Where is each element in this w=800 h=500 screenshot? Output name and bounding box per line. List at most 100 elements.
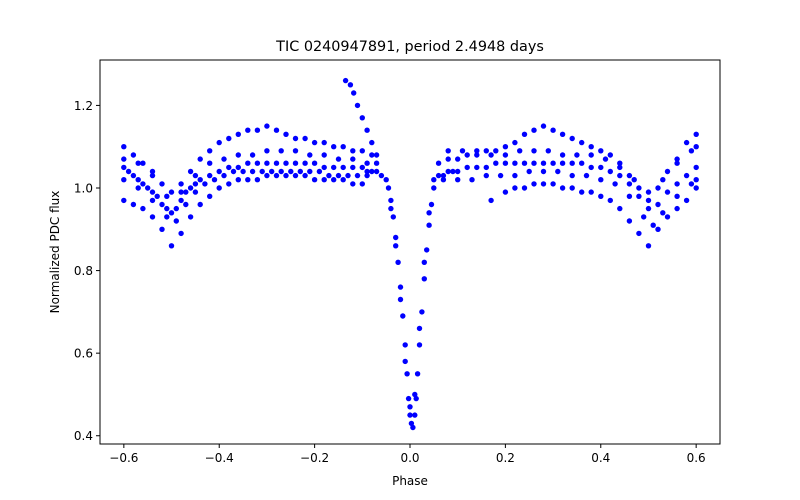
data-point xyxy=(540,181,547,187)
x-tick-label: −0.6 xyxy=(109,451,138,465)
data-point xyxy=(641,214,647,220)
data-point xyxy=(211,177,218,183)
data-point xyxy=(135,185,141,191)
data-point xyxy=(660,177,666,183)
data-point xyxy=(474,152,480,158)
data-point xyxy=(402,342,408,348)
data-point xyxy=(121,197,127,204)
data-point xyxy=(579,139,585,146)
data-point xyxy=(598,164,604,171)
data-point xyxy=(421,276,427,282)
data-point xyxy=(588,189,594,195)
data-point xyxy=(364,172,370,179)
data-point xyxy=(555,168,561,175)
data-point xyxy=(655,226,661,232)
data-point xyxy=(340,164,346,171)
data-point xyxy=(655,185,661,191)
x-tick-label: −0.2 xyxy=(300,451,329,465)
data-point xyxy=(531,127,537,133)
data-point xyxy=(173,218,179,224)
data-point xyxy=(207,172,213,179)
data-point xyxy=(369,152,375,158)
data-point xyxy=(130,152,137,158)
data-point xyxy=(145,185,151,191)
data-point xyxy=(347,82,354,88)
y-tick-label: 1.2 xyxy=(74,99,93,113)
data-point xyxy=(390,214,396,220)
data-point xyxy=(187,185,194,191)
data-point xyxy=(483,164,489,171)
data-point xyxy=(331,164,337,171)
data-point xyxy=(378,172,385,179)
data-point xyxy=(364,168,370,175)
data-point xyxy=(278,168,284,175)
data-point xyxy=(464,152,470,158)
data-point xyxy=(183,201,189,208)
data-point xyxy=(540,168,547,175)
data-point xyxy=(502,160,509,166)
data-point xyxy=(636,230,642,237)
data-point xyxy=(230,168,237,175)
data-point xyxy=(617,160,623,166)
data-point xyxy=(173,205,179,212)
axis-ticks: −0.6 −0.4 −0.2 0.0 0.2 0.4 0.6 0.4 0.6 0.8 1.0 1.2 xyxy=(74,99,706,465)
data-point xyxy=(693,131,699,137)
data-point xyxy=(416,342,423,348)
data-point xyxy=(331,144,337,150)
data-point xyxy=(354,102,361,109)
data-point xyxy=(688,181,695,187)
data-point xyxy=(311,177,318,183)
data-point xyxy=(168,210,175,216)
data-point xyxy=(264,123,270,129)
data-point xyxy=(207,148,213,154)
data-point xyxy=(521,160,528,166)
data-point xyxy=(636,193,642,199)
data-point xyxy=(278,148,284,154)
data-point xyxy=(311,139,318,146)
data-point xyxy=(331,177,337,183)
data-point xyxy=(359,164,365,171)
data-point xyxy=(512,139,518,146)
data-point xyxy=(502,189,509,195)
data-point xyxy=(321,152,327,158)
data-point xyxy=(359,181,365,187)
data-point xyxy=(550,160,556,166)
data-point xyxy=(259,168,265,175)
data-point xyxy=(264,172,270,179)
data-point xyxy=(187,214,194,220)
data-point xyxy=(569,135,575,142)
data-point xyxy=(159,201,165,208)
data-point xyxy=(664,168,671,175)
data-point xyxy=(559,185,566,191)
data-point xyxy=(459,148,466,154)
data-point xyxy=(164,193,170,199)
data-point xyxy=(550,181,556,187)
data-point xyxy=(569,160,575,166)
data-point xyxy=(421,259,427,265)
data-point xyxy=(645,205,652,212)
data-point xyxy=(226,164,232,171)
data-point xyxy=(197,201,203,208)
data-point xyxy=(412,412,418,418)
data-point xyxy=(192,181,199,187)
data-points xyxy=(121,77,699,431)
data-point xyxy=(273,172,280,179)
data-point xyxy=(693,164,699,171)
data-point xyxy=(395,259,401,265)
data-point xyxy=(626,181,633,187)
data-point xyxy=(283,131,289,137)
data-point xyxy=(579,160,585,166)
data-point xyxy=(149,189,156,195)
data-point xyxy=(413,395,419,402)
data-point xyxy=(245,177,251,183)
data-point xyxy=(407,404,413,410)
data-point xyxy=(483,148,489,154)
data-point xyxy=(254,160,261,166)
data-point xyxy=(292,172,299,179)
data-point xyxy=(351,90,357,96)
data-point xyxy=(464,164,470,171)
data-point xyxy=(598,177,604,183)
data-point xyxy=(264,160,270,166)
data-point xyxy=(235,131,241,137)
